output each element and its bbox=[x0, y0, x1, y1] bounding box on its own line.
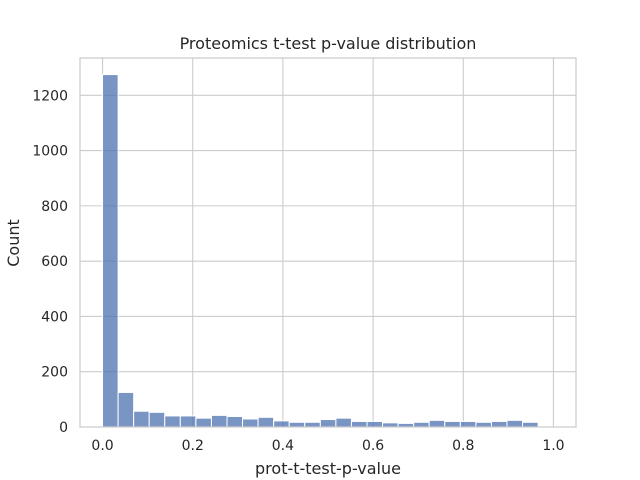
y-tick-label: 0 bbox=[59, 420, 68, 436]
histogram-bar bbox=[226, 415, 244, 428]
histogram-bar bbox=[210, 414, 228, 428]
y-tick-labels: 0 200 400 600 800 1000 1200 bbox=[32, 88, 68, 436]
y-tick-label: 400 bbox=[41, 309, 68, 325]
bars-layer bbox=[102, 74, 539, 428]
histogram-bar bbox=[117, 391, 135, 428]
x-axis-label: prot-t-test-p-value bbox=[255, 459, 401, 478]
y-tick-label: 1200 bbox=[32, 88, 68, 104]
histogram-bar bbox=[195, 417, 212, 428]
histogram-bar bbox=[490, 420, 508, 428]
x-tick-label: 0.0 bbox=[91, 438, 113, 454]
chart-title: Proteomics t-test p-value distribution bbox=[180, 34, 477, 53]
histogram-bar bbox=[164, 415, 181, 428]
histogram-bar bbox=[319, 419, 337, 428]
x-tick-label: 0.2 bbox=[182, 438, 204, 454]
histogram-bar bbox=[133, 410, 150, 428]
histogram-bar bbox=[304, 421, 321, 428]
histogram-bar bbox=[522, 421, 539, 428]
x-tick-label: 1.0 bbox=[542, 438, 564, 454]
histogram-bar bbox=[242, 418, 259, 428]
x-tick-labels: 0.0 0.2 0.4 0.6 0.8 1.0 bbox=[91, 438, 564, 454]
x-tick-label: 0.4 bbox=[272, 438, 294, 454]
histogram-bar bbox=[444, 420, 461, 428]
histogram-bar bbox=[148, 411, 166, 428]
y-tick-label: 600 bbox=[41, 254, 68, 270]
y-tick-label: 1000 bbox=[32, 144, 68, 160]
histogram-bar bbox=[335, 417, 352, 428]
histogram-bar bbox=[413, 421, 430, 428]
histogram-bar bbox=[475, 421, 492, 428]
histogram-bar bbox=[273, 420, 290, 428]
histogram-bar bbox=[459, 420, 477, 428]
histogram-bar bbox=[257, 416, 275, 428]
histogram-bar bbox=[366, 420, 384, 428]
x-tick-label: 0.8 bbox=[452, 438, 474, 454]
y-axis-label: Count bbox=[4, 219, 23, 267]
grid-layer bbox=[80, 58, 576, 428]
histogram-bar bbox=[350, 420, 368, 428]
plot-frame bbox=[79, 57, 577, 428]
histogram-bar bbox=[506, 419, 524, 428]
histogram-bar bbox=[179, 415, 197, 428]
x-tick-label: 0.6 bbox=[362, 438, 384, 454]
histogram-bar bbox=[428, 419, 446, 428]
y-tick-label: 800 bbox=[41, 199, 68, 215]
y-tick-label: 200 bbox=[41, 365, 68, 381]
histogram-bar bbox=[288, 421, 306, 428]
histogram-bar bbox=[102, 74, 119, 428]
